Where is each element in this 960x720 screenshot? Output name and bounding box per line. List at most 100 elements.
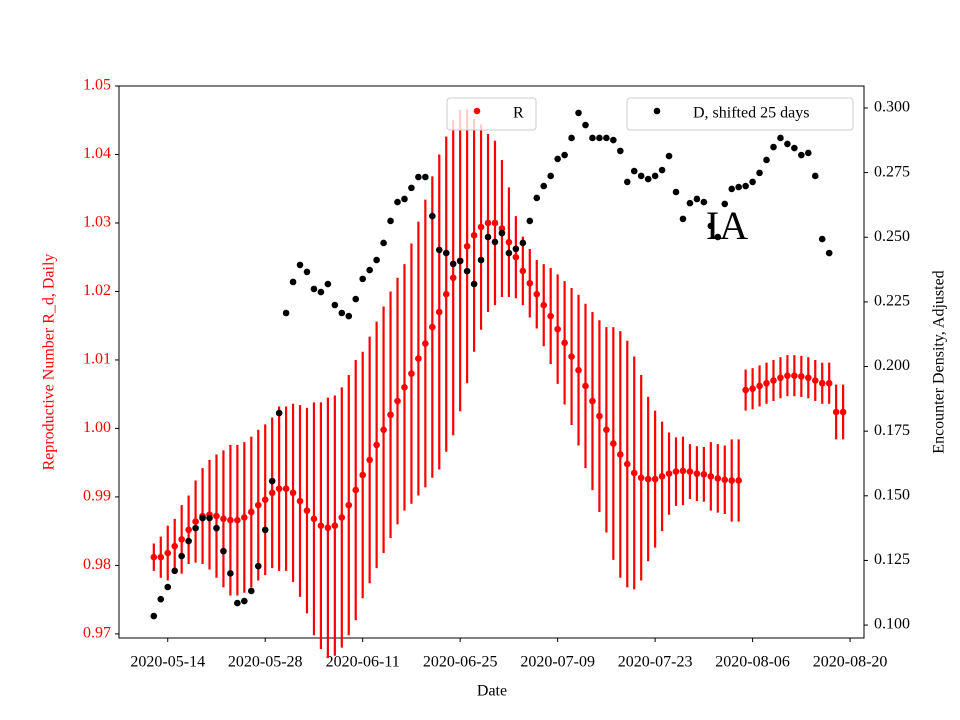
point [554,155,561,163]
y2-tick-label: 0.225 [874,293,910,310]
y2-tick-label: 0.150 [874,486,910,503]
point [596,412,603,420]
point [463,242,471,250]
point [749,385,756,393]
y-tick-label: 1.01 [83,351,111,368]
point [429,212,436,220]
point [575,109,582,117]
point [818,235,826,243]
point [505,249,513,257]
point [603,134,610,142]
point [303,268,311,276]
point [296,261,304,269]
point [213,524,220,532]
point [540,301,548,309]
point [261,526,269,534]
point [589,134,596,142]
point [498,229,506,237]
point [763,379,770,387]
point [526,217,534,225]
point [199,514,206,522]
point [728,185,736,193]
point [324,280,332,288]
point [777,134,784,142]
point [742,182,749,190]
point [610,440,617,447]
point [359,471,366,479]
point [171,567,179,575]
point [449,274,457,282]
point [693,470,701,477]
point [707,473,715,480]
point [735,183,742,191]
x-tick-label: 2020-08-20 [813,654,888,671]
point [777,374,784,382]
series-0 [150,109,847,658]
point [254,501,262,509]
y2-tick-label: 0.250 [874,228,910,245]
point [296,497,304,505]
point [484,233,492,241]
point [791,144,798,152]
point [686,199,694,207]
point [839,408,847,416]
point [442,290,450,298]
point [798,373,805,380]
point [617,451,624,458]
point [422,173,429,181]
legend-label: R [513,105,524,122]
point [435,308,443,316]
x-tick-label: 2020-06-25 [423,654,498,671]
point [756,169,763,177]
point [603,426,610,434]
y2-tick-label: 0.275 [874,163,910,180]
y-tick-label: 0.97 [83,625,111,642]
point [442,249,450,257]
point [665,152,673,160]
point [498,225,506,232]
point [401,384,408,391]
point [470,280,478,288]
point [401,195,408,203]
point [644,175,652,183]
point [331,522,339,529]
point [220,547,227,555]
point [735,477,742,484]
point [394,397,401,405]
point [568,353,575,360]
point [227,570,234,577]
point [693,195,701,203]
point [352,295,360,303]
point [408,370,415,377]
point [366,266,373,274]
point [206,514,213,522]
point [679,467,687,475]
point [345,501,353,509]
point [415,173,422,181]
point [582,121,589,129]
point [178,552,185,560]
legend-label: D, shifted 25 days [693,105,809,122]
point [366,456,373,464]
legend-marker [653,107,661,115]
point [171,542,179,550]
point [345,312,353,320]
point [164,549,172,557]
point [623,460,631,468]
point [338,514,346,521]
point [784,372,791,379]
point [804,374,812,382]
point [832,408,840,416]
point [519,267,527,275]
point [373,256,380,264]
point [589,397,596,405]
y-tick-label: 1.02 [83,282,111,299]
point [220,515,227,523]
y-tick-label: 0.99 [83,488,111,505]
point [756,382,763,390]
point [596,134,603,142]
point [554,325,561,333]
point [714,475,722,482]
point [811,377,819,384]
point [247,587,255,595]
